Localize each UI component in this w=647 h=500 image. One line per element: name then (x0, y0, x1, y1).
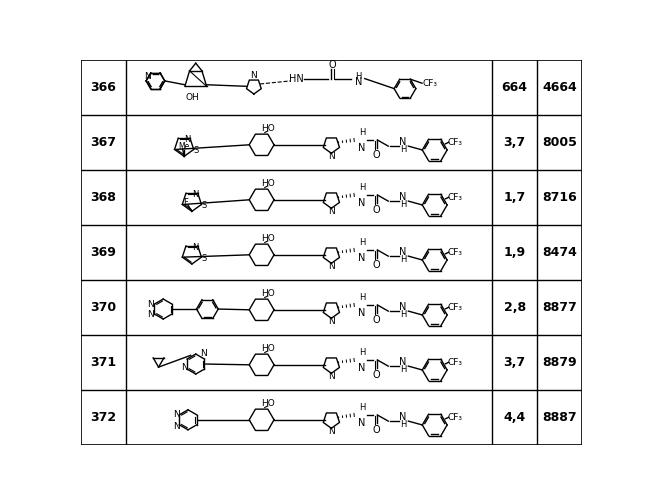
Text: S: S (193, 146, 199, 156)
Text: H: H (400, 144, 406, 154)
Text: 3,7: 3,7 (503, 136, 525, 149)
Text: 3,7: 3,7 (503, 356, 525, 369)
Text: O: O (373, 260, 380, 270)
Text: N: N (328, 207, 334, 216)
Text: 8887: 8887 (542, 411, 577, 424)
Text: N: N (201, 348, 207, 358)
Text: 8005: 8005 (542, 136, 577, 149)
Text: 1,7: 1,7 (503, 191, 526, 204)
Text: 8716: 8716 (542, 191, 577, 204)
Text: N: N (399, 248, 406, 258)
Text: HO: HO (261, 399, 275, 408)
Text: O: O (373, 424, 380, 434)
Text: N: N (399, 302, 406, 312)
Text: O: O (373, 204, 380, 214)
Text: N: N (181, 362, 188, 372)
Text: CF₃: CF₃ (447, 248, 463, 257)
Text: N: N (147, 300, 154, 308)
Text: H: H (358, 183, 365, 192)
Text: F: F (183, 198, 188, 206)
Text: HN: HN (289, 74, 304, 84)
Text: CF₃: CF₃ (447, 138, 463, 147)
Text: 372: 372 (91, 411, 116, 424)
Text: N: N (355, 78, 362, 88)
Text: N: N (358, 198, 366, 208)
Text: 2,8: 2,8 (503, 301, 525, 314)
Text: OH: OH (185, 92, 199, 102)
Text: O: O (373, 370, 380, 380)
Text: N: N (399, 358, 406, 368)
Text: 664: 664 (501, 81, 527, 94)
Text: N: N (173, 410, 179, 420)
Text: N: N (399, 138, 406, 147)
Text: N: N (399, 412, 406, 422)
Text: H: H (358, 403, 365, 412)
Text: N: N (144, 72, 151, 81)
Text: S: S (201, 254, 206, 263)
Text: 366: 366 (91, 81, 116, 94)
Text: H: H (400, 200, 406, 208)
Text: 370: 370 (91, 301, 116, 314)
Text: H: H (400, 364, 406, 374)
Text: H: H (400, 420, 406, 428)
Text: H: H (358, 128, 365, 137)
Text: CF₃: CF₃ (422, 78, 437, 88)
Text: 4,4: 4,4 (503, 411, 526, 424)
Text: 1,9: 1,9 (503, 246, 525, 259)
Text: 8877: 8877 (542, 301, 577, 314)
Text: 8879: 8879 (542, 356, 577, 369)
Text: N: N (328, 262, 334, 271)
Text: 367: 367 (91, 136, 116, 149)
Text: S: S (201, 202, 206, 210)
Text: CF₃: CF₃ (447, 358, 463, 367)
Text: O: O (328, 60, 336, 70)
Text: CF₃: CF₃ (447, 303, 463, 312)
Text: 8474: 8474 (542, 246, 577, 259)
Text: 368: 368 (91, 191, 116, 204)
Text: HO: HO (261, 344, 275, 353)
Text: N: N (147, 310, 154, 318)
Text: N: N (399, 192, 406, 202)
Text: O: O (373, 314, 380, 324)
Text: N: N (250, 71, 258, 80)
Text: H: H (400, 254, 406, 264)
Text: N: N (358, 308, 366, 318)
Text: H: H (400, 310, 406, 318)
Text: N: N (328, 317, 334, 326)
Text: N: N (192, 243, 199, 252)
Text: N: N (358, 363, 366, 373)
Text: N: N (328, 152, 334, 161)
Text: N: N (173, 422, 179, 431)
Text: H: H (358, 348, 365, 357)
Text: H: H (358, 238, 365, 247)
Text: HO: HO (261, 124, 275, 133)
Text: N: N (328, 427, 334, 436)
Text: N: N (358, 418, 366, 428)
Text: 369: 369 (91, 246, 116, 259)
Text: O: O (373, 150, 380, 160)
Text: Me: Me (179, 142, 190, 151)
Text: HO: HO (261, 179, 275, 188)
Text: N: N (184, 136, 191, 144)
Text: N: N (358, 253, 366, 263)
Text: CF₃: CF₃ (447, 193, 463, 202)
Text: H: H (358, 293, 365, 302)
Text: 4664: 4664 (542, 81, 577, 94)
Text: HO: HO (261, 289, 275, 298)
Text: 371: 371 (91, 356, 116, 369)
Text: HO: HO (261, 234, 275, 243)
Text: CF₃: CF₃ (447, 413, 463, 422)
Text: N: N (192, 190, 199, 200)
Text: N: N (328, 372, 334, 381)
Text: H: H (355, 72, 362, 81)
Text: N: N (358, 143, 366, 153)
